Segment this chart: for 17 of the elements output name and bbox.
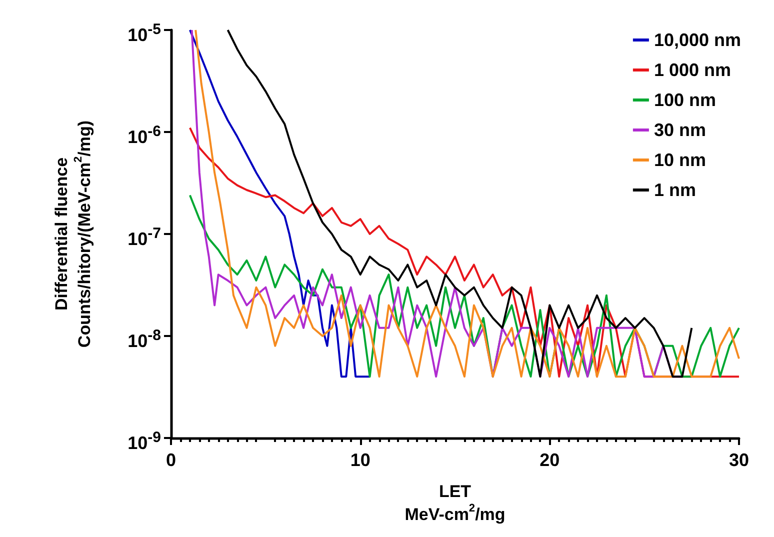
x-tick-label: 20	[540, 450, 560, 470]
line-series	[188, 194, 740, 378]
legend-label: 30 nm	[654, 120, 706, 140]
y-tick-label: 10$^{-5}$	[128, 20, 161, 47]
legend-label: 10 nm	[654, 150, 706, 170]
legend-label: 1 nm	[654, 180, 696, 200]
x-tick-label: 30	[728, 450, 750, 470]
y-tick-label: 10$^{-7}$	[128, 224, 161, 251]
legend-label: 10,000 nm	[654, 30, 742, 50]
legend-label: 100 nm	[654, 90, 716, 110]
x-tick-label: 0	[166, 450, 176, 470]
line-series	[188, 29, 371, 378]
y-tick-label: 10$^{-9}$	[128, 428, 161, 455]
legend-label: 1 000 nm	[654, 60, 731, 80]
y-tick-label: 10$^{-6}$	[128, 122, 161, 149]
x-tick-label: 10	[350, 450, 370, 470]
y-tick-label: 10$^{-8}$	[128, 326, 161, 353]
